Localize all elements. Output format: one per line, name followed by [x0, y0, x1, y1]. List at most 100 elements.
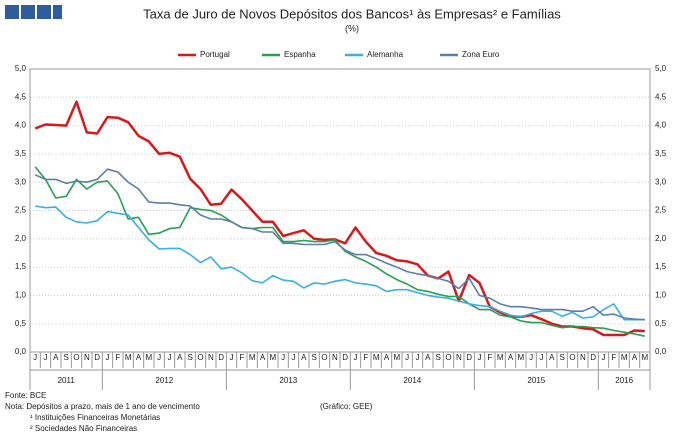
y-tick-label: 1,0: [15, 291, 27, 300]
x-tick-label: O: [569, 353, 575, 362]
x-tick-label: S: [559, 353, 564, 362]
note: ¹ Instituições Financeiras Monetárias: [30, 413, 160, 422]
credit: (Gráfico: GEE): [320, 402, 373, 411]
y-tick-label: 0,5: [15, 319, 27, 328]
x-tick-label: D: [94, 353, 100, 362]
y-tick-label: 2,5: [15, 206, 27, 215]
x-tick-label: J: [354, 353, 358, 362]
x-tick-label: M: [621, 353, 628, 362]
x-tick-label: J: [540, 353, 544, 362]
x-tick-label: F: [239, 353, 244, 362]
chart-subtitle: (%): [345, 23, 359, 33]
x-tick-label: J: [168, 353, 172, 362]
y-tick-label: 5,0: [15, 64, 27, 73]
x-tick-label: M: [517, 353, 524, 362]
x-tick-label: F: [487, 353, 492, 362]
x-tick-label: S: [63, 353, 68, 362]
y2-tick-label: 3,5: [655, 149, 667, 158]
x-tick-label: M: [145, 353, 152, 362]
logo-block: [37, 5, 51, 19]
y-tick-label: 2,0: [15, 234, 27, 243]
x-tick-label: A: [177, 353, 183, 362]
x-tick-label: A: [425, 353, 431, 362]
y2-tick-label: 5,0: [655, 64, 667, 73]
logo-block: [5, 5, 19, 19]
series-line: [34, 168, 645, 321]
year-label: 2014: [403, 376, 421, 385]
y2-tick-label: 1,5: [655, 262, 667, 271]
x-tick-label: S: [435, 353, 440, 362]
x-tick-label: J: [33, 353, 37, 362]
x-tick-label: J: [478, 353, 482, 362]
x-tick-label: S: [311, 353, 316, 362]
y-tick-label: 3,5: [15, 149, 27, 158]
year-label: 2016: [615, 376, 633, 385]
x-tick-label: J: [44, 353, 48, 362]
y-tick-label: 3,0: [15, 177, 27, 186]
x-tick-label: M: [125, 353, 132, 362]
x-tick-label: A: [53, 353, 59, 362]
y-tick-label: 0,0: [15, 347, 27, 356]
year-label: 2015: [527, 376, 545, 385]
y2-tick-label: 0,0: [655, 347, 667, 356]
year-label: 2012: [155, 376, 173, 385]
y2-tick-label: 1,0: [655, 291, 667, 300]
x-tick-label: O: [445, 353, 451, 362]
y2-tick-label: 0,5: [655, 319, 667, 328]
y2-tick-label: 4,0: [655, 121, 667, 130]
logo-block: [21, 5, 35, 19]
x-tick-label: D: [590, 353, 596, 362]
x-tick-label: M: [373, 353, 380, 362]
x-tick-label: O: [321, 353, 327, 362]
x-tick-label: M: [249, 353, 256, 362]
x-tick-label: A: [384, 353, 390, 362]
x-tick-label: N: [332, 353, 338, 362]
note: Nota: Depósitos a prazo, mais de 1 ano d…: [5, 402, 200, 411]
logo-block: [53, 5, 62, 19]
x-tick-label: D: [466, 353, 472, 362]
note: ² Sociedades Não Financeiras: [30, 424, 137, 433]
x-tick-label: N: [208, 353, 214, 362]
x-tick-label: M: [393, 353, 400, 362]
x-tick-label: F: [611, 353, 616, 362]
x-tick-label: D: [342, 353, 348, 362]
x-tick-label: J: [106, 353, 110, 362]
x-tick-label: N: [580, 353, 586, 362]
x-tick-label: O: [73, 353, 79, 362]
x-tick-label: N: [84, 353, 90, 362]
x-tick-label: A: [549, 353, 555, 362]
legend-label: Zona Euro: [462, 50, 500, 59]
chart-title: Taxa de Juro de Novos Depósitos dos Banc…: [143, 6, 561, 21]
x-tick-label: J: [230, 353, 234, 362]
x-tick-label: J: [529, 353, 533, 362]
x-tick-label: A: [301, 353, 307, 362]
x-tick-label: S: [187, 353, 192, 362]
y2-tick-label: 4,5: [655, 92, 667, 101]
legend-label: Espanha: [284, 50, 316, 59]
year-label: 2013: [279, 376, 297, 385]
y-tick-label: 4,0: [15, 121, 27, 130]
x-tick-label: A: [632, 353, 638, 362]
x-tick-label: F: [363, 353, 368, 362]
x-tick-label: A: [508, 353, 514, 362]
note: Fonte: BCE: [5, 391, 46, 400]
x-tick-label: M: [497, 353, 504, 362]
x-tick-label: J: [281, 353, 285, 362]
y2-tick-label: 3,0: [655, 177, 667, 186]
series-line: [34, 100, 645, 337]
x-tick-label: M: [641, 353, 648, 362]
x-tick-label: A: [260, 353, 266, 362]
x-tick-label: D: [218, 353, 224, 362]
legend-label: Portugal: [200, 50, 230, 59]
y2-tick-label: 2,5: [655, 206, 667, 215]
y2-tick-label: 2,0: [655, 234, 667, 243]
series-line: [34, 166, 645, 337]
legend-label: Alemanha: [367, 50, 404, 59]
x-tick-label: N: [456, 353, 462, 362]
x-tick-label: J: [602, 353, 606, 362]
x-tick-label: A: [136, 353, 142, 362]
x-tick-label: M: [269, 353, 276, 362]
x-tick-label: J: [416, 353, 420, 362]
x-tick-label: J: [292, 353, 296, 362]
